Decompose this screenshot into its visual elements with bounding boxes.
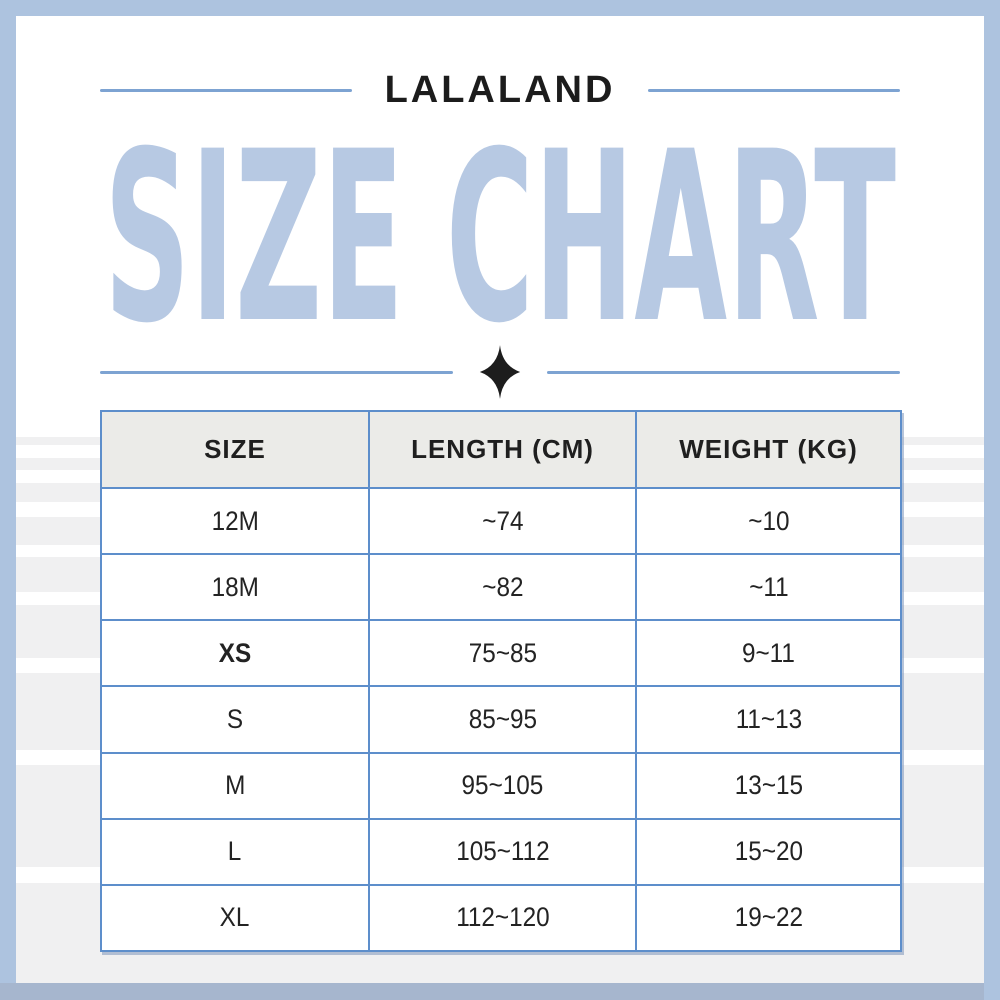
sparkle-star-icon — [476, 343, 524, 401]
page-title: SIZE CHART — [100, 144, 900, 325]
length-cell: 85~95 — [368, 685, 637, 754]
size-cell: L — [100, 817, 370, 886]
weight-cell: 11~13 — [635, 685, 902, 754]
length-cell: 112~120 — [368, 883, 637, 953]
size-chart-title-text: SIZE CHART — [104, 144, 896, 325]
table-row: XL 112~120 19~22 — [100, 883, 902, 953]
brand-header: LALALAND — [100, 62, 900, 118]
size-cell: 12M — [100, 486, 370, 556]
weight-cell: ~10 — [635, 486, 902, 556]
size-cell: XS — [100, 619, 370, 688]
size-cell: 18M — [100, 553, 370, 622]
divider-line-left — [100, 370, 453, 374]
size-cell: M — [100, 751, 370, 820]
length-cell: 105~112 — [368, 817, 637, 886]
length-cell: 75~85 — [368, 619, 637, 688]
column-header-weight: WEIGHT (KG) — [635, 410, 902, 489]
weight-cell: 13~15 — [635, 751, 902, 820]
size-cell: S — [100, 685, 370, 754]
table-row: 18M ~82 ~11 — [100, 553, 902, 622]
weight-cell: 19~22 — [635, 883, 902, 953]
size-chart-title-svg: SIZE CHART — [104, 144, 896, 325]
brand-name: LALALAND — [384, 68, 616, 111]
brand-divider-left — [100, 88, 352, 92]
brand-divider-right — [648, 88, 900, 92]
table-row: XS 75~85 9~11 — [100, 619, 902, 688]
table-row: M 95~105 13~15 — [100, 751, 902, 820]
divider-line-right — [547, 370, 900, 374]
length-cell: ~82 — [368, 553, 637, 622]
column-header-size: SIZE — [100, 410, 370, 489]
weight-cell: 9~11 — [635, 619, 902, 688]
outer-frame-bottom-band — [0, 983, 984, 1000]
weight-cell: 15~20 — [635, 817, 902, 886]
title-divider — [100, 343, 900, 401]
weight-cell: ~11 — [635, 553, 902, 622]
column-header-length: LENGTH (CM) — [368, 410, 637, 489]
size-table: SIZE LENGTH (CM) WEIGHT (KG) 12M ~74 ~10… — [100, 410, 902, 953]
table-header-row: SIZE LENGTH (CM) WEIGHT (KG) — [100, 410, 902, 489]
table-row: S 85~95 11~13 — [100, 685, 902, 754]
table-row: 12M ~74 ~10 — [100, 486, 902, 556]
table-row: L 105~112 15~20 — [100, 817, 902, 886]
size-cell: XL — [100, 883, 370, 953]
length-cell: ~74 — [368, 486, 637, 556]
length-cell: 95~105 — [368, 751, 637, 820]
